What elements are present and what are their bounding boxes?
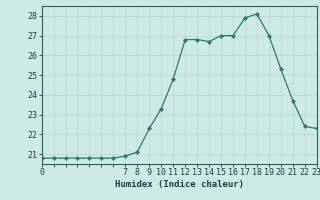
X-axis label: Humidex (Indice chaleur): Humidex (Indice chaleur) [115, 180, 244, 189]
